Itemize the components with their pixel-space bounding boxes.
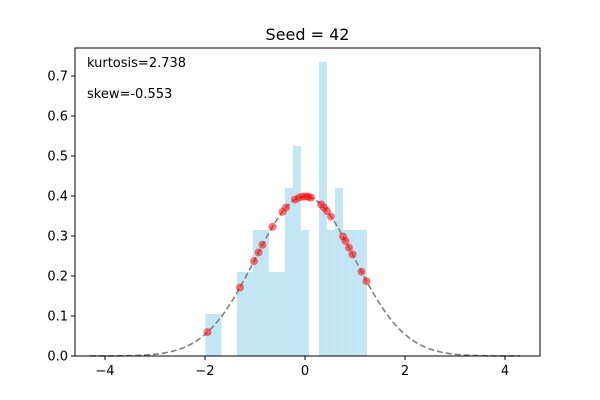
histogram-bar-12 [327, 230, 335, 356]
y-tick-label-5: 0.5 [47, 150, 68, 165]
x-tick-label-1: −2 [195, 364, 214, 379]
data-point-1 [236, 283, 244, 292]
y-tick-label-2: 0.2 [47, 270, 68, 285]
y-tick-label-4: 0.4 [47, 190, 68, 205]
data-point-23 [362, 277, 371, 286]
kurtosis-annotation: kurtosis=2.738 [87, 56, 186, 71]
histogram-bar-16 [359, 230, 367, 356]
histogram-bar-4 [253, 230, 261, 356]
data-point-13 [307, 193, 315, 202]
data-point-7 [282, 203, 290, 212]
y-axis-ticks: 0.0 0.1 0.2 0.3 0.4 0.5 0.6 0.7 [47, 70, 75, 365]
data-point-5 [268, 222, 277, 231]
data-point-4 [258, 240, 267, 249]
chart-title: Seed = 42 [266, 25, 350, 44]
histogram-bar-6 [269, 272, 277, 356]
histogram-bar-1 [213, 314, 222, 356]
histogram-bar-7 [277, 272, 285, 356]
y-tick-label-3: 0.3 [47, 230, 68, 245]
data-points [203, 192, 371, 337]
data-point-2 [250, 257, 258, 266]
histogram-bar-13 [335, 188, 343, 356]
y-tick-label-7: 0.7 [47, 70, 68, 85]
x-axis-ticks: −4 −2 0 2 4 [95, 356, 509, 379]
histogram-bar-2 [237, 272, 245, 356]
data-point-20 [345, 243, 353, 252]
data-point-21 [348, 250, 357, 259]
x-tick-label-4: 4 [501, 364, 509, 379]
x-tick-label-0: −4 [95, 364, 114, 379]
axes-frame [74, 47, 541, 357]
histogram-bar-9 [293, 146, 301, 356]
data-point-3 [254, 248, 263, 257]
x-tick-label-3: 2 [401, 364, 409, 379]
data-point-22 [357, 267, 366, 276]
histogram-bar-10 [301, 230, 309, 356]
histogram-bar-3 [245, 272, 253, 356]
y-tick-label-6: 0.6 [47, 110, 68, 125]
y-tick-label-0: 0.0 [47, 350, 68, 365]
data-point-19 [341, 237, 350, 246]
histogram-bar-14 [343, 230, 351, 356]
histogram-bar-8 [285, 188, 293, 356]
x-tick-label-2: 0 [301, 364, 309, 379]
skew-annotation: skew=-0.553 [87, 87, 172, 102]
histogram-bar-15 [351, 230, 359, 356]
data-point-17 [327, 212, 335, 221]
histogram-bar-5 [261, 230, 269, 356]
y-tick-label-1: 0.1 [47, 310, 68, 325]
data-point-0 [203, 328, 212, 337]
